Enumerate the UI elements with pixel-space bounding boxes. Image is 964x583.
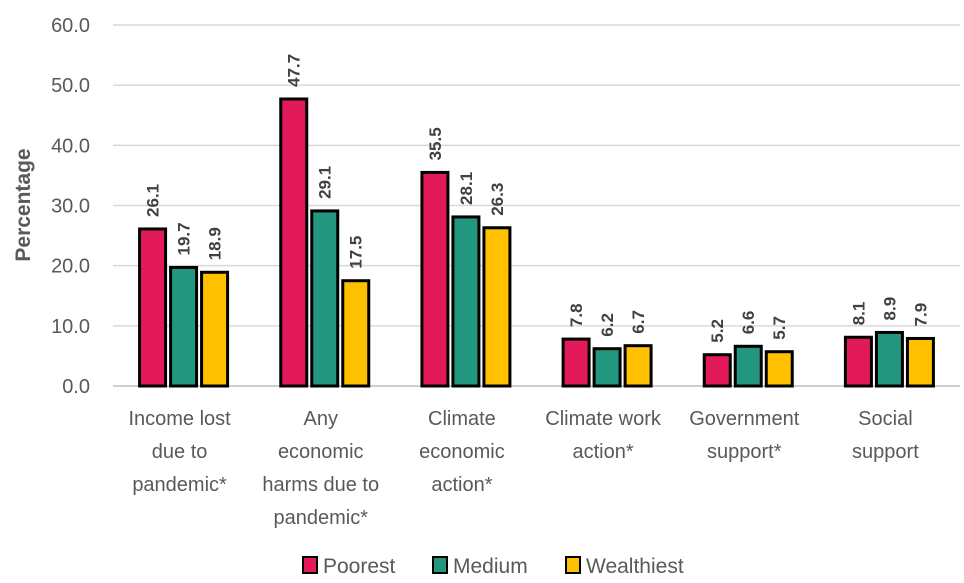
bar-poorest [843,335,873,388]
category-label: action* [431,474,492,496]
y-axis-title: Percentage [12,148,35,261]
category-label: economic [419,441,505,463]
data-label: 7.9 [911,303,930,327]
category-label: support [852,441,919,463]
bar-medium [451,215,481,388]
category-label: harms due to [262,474,379,496]
bar-wealthiest [764,350,794,388]
legend: Poorest Medium Wealthiest [302,555,684,578]
legend-label: Poorest [323,555,396,578]
bar-wealthiest [623,344,653,388]
y-axis-tick-labels: 0.0 10.0 20.0 30.0 40.0 50.0 60.0 [51,15,90,398]
legend-label: Medium [453,555,528,578]
y-tick-label: 10.0 [51,316,90,338]
legend-swatch-medium [432,556,448,574]
legend-swatch-poorest [302,556,318,574]
data-label: 29.1 [316,166,335,199]
bars [138,97,935,388]
data-label: 8.9 [880,297,899,321]
bar-wealthiest [482,226,512,388]
bar-poorest [561,337,591,388]
data-label: 6.7 [629,310,648,334]
data-label: 7.8 [567,303,586,327]
legend-swatch-wealthiest [565,556,581,574]
data-label: 17.5 [347,236,366,269]
data-label: 5.7 [770,316,789,340]
category-label: Government [689,408,799,430]
data-label: 47.7 [285,54,304,87]
category-label: Climate [428,408,496,430]
y-tick-label: 30.0 [51,196,90,218]
data-label: 19.7 [175,222,194,255]
data-label: 26.3 [488,183,507,216]
y-tick-label: 60.0 [51,15,90,37]
category-label: pandemic* [273,507,368,529]
data-label: 18.9 [206,227,225,260]
category-label: Social [858,408,912,430]
data-label: 6.6 [739,311,758,335]
y-tick-label: 20.0 [51,256,90,278]
category-label: Climate work [545,408,662,430]
category-label: Any [304,408,338,430]
data-label: 5.2 [708,319,727,343]
bar-poorest [138,227,168,388]
data-label: 26.1 [144,184,163,217]
bar-wealthiest [200,270,230,388]
bar-poorest [279,97,309,388]
data-label: 28.1 [457,172,476,205]
y-tick-label: 50.0 [51,75,90,97]
bar-medium [592,347,622,388]
bar-medium [733,344,763,388]
category-label: support* [707,441,782,463]
category-label: due to [152,441,208,463]
gridlines [113,24,960,387]
category-label: economic [278,441,364,463]
bar-medium [169,265,199,388]
bar-wealthiest [341,279,371,388]
bar-medium [310,209,340,388]
category-label: pandemic* [132,474,227,496]
y-tick-label: 0.0 [62,376,90,398]
data-labels: 26.1 19.7 18.9 47.7 29.1 17.5 35.5 28.1 26.3 7.8 6… [144,54,931,343]
data-label: 8.1 [849,302,868,326]
x-axis-category-labels: Income lost due to pandemic* Any economic har… [128,408,919,529]
category-label: Income lost [128,408,231,430]
bar-poorest [420,170,450,388]
bar-wealthiest [905,336,935,388]
category-label: action* [573,441,634,463]
bar-medium [874,330,904,388]
y-tick-label: 40.0 [51,135,90,157]
bar-poorest [702,353,732,388]
legend-label: Wealthiest [586,555,684,578]
data-label: 6.2 [598,313,617,337]
data-label: 35.5 [426,127,445,160]
